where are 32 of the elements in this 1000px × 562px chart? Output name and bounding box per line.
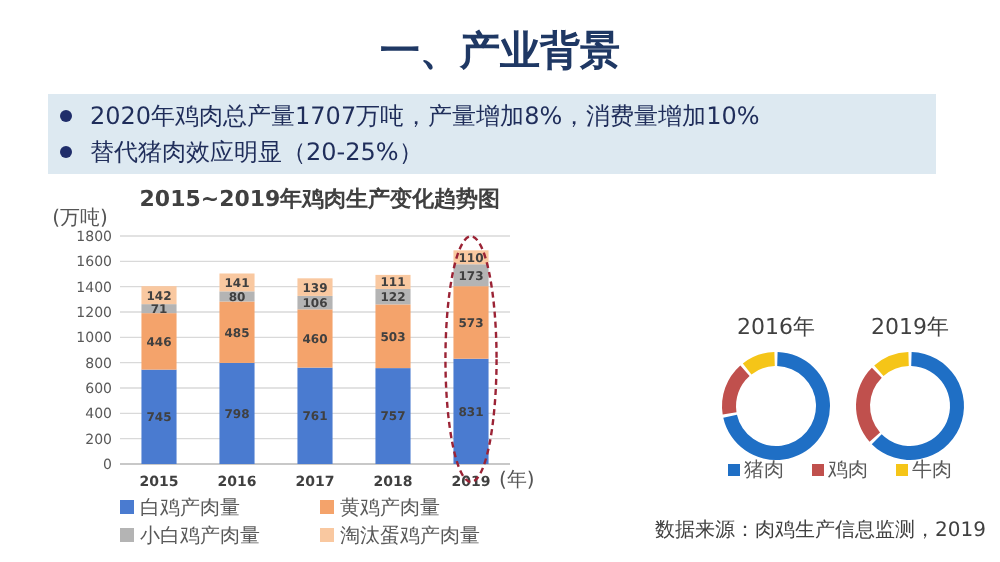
legend-label: 黄鸡产肉量	[340, 496, 440, 520]
bar	[141, 369, 177, 464]
text: 一、产业背景	[380, 26, 620, 74]
donut-slice	[742, 352, 775, 375]
legend-label: 鸡肉	[826, 460, 868, 482]
source-note: 数据来源：肉鸡生产信息监测，2019	[655, 518, 986, 542]
bar	[375, 304, 411, 369]
donut-slice	[871, 352, 964, 460]
x-axis-title: (年)	[499, 468, 535, 492]
legend-label: 牛肉	[912, 458, 952, 482]
legend-label: 淘汰蛋鸡产肉量	[340, 524, 480, 548]
bar	[297, 309, 333, 368]
bar	[453, 358, 489, 464]
bar	[141, 313, 177, 370]
bar	[219, 301, 255, 363]
donut-slice	[723, 352, 830, 460]
chart-title: 2016年	[737, 314, 815, 340]
donut-slice	[722, 365, 750, 415]
y-axis-title: (万吨)	[52, 206, 108, 230]
donut-slice	[856, 367, 882, 442]
legend-label: 猪肉	[744, 458, 784, 482]
text: 2020年鸡肉总产量1707万吨，产量增加8%，消费量增加10%	[90, 102, 760, 130]
legend-label: 小白鸡产肉量	[140, 524, 260, 548]
bar	[297, 367, 333, 464]
bar	[375, 368, 411, 464]
bar	[453, 286, 489, 359]
text: 替代猪肉效应明显（20-25%）	[90, 138, 423, 166]
chart-title: 2015~2019年鸡肉生产变化趋势图	[139, 186, 501, 212]
bar	[219, 362, 255, 464]
donut-slice	[874, 352, 909, 377]
legend-label: 白鸡产肉量	[140, 496, 240, 520]
chart-title: 2019年	[871, 314, 949, 340]
